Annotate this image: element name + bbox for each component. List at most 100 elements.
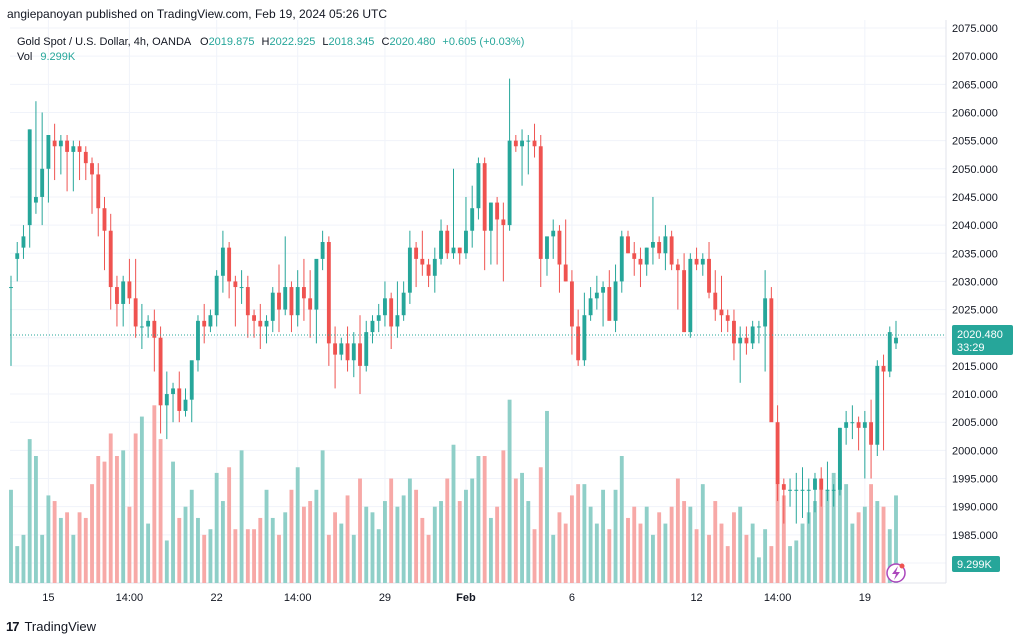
candle-body xyxy=(813,478,817,490)
candle-body xyxy=(301,287,306,299)
candle-body xyxy=(775,422,780,485)
candle-body xyxy=(831,489,836,491)
candle-body xyxy=(208,315,213,327)
candle-body xyxy=(358,343,362,366)
volume-bar xyxy=(800,523,805,583)
volume-bar xyxy=(582,484,587,583)
volume-bar xyxy=(9,489,13,583)
volume-bar xyxy=(208,529,213,583)
volume-bar xyxy=(152,405,157,583)
volume-bar xyxy=(432,506,437,583)
volume-bar xyxy=(482,456,487,583)
y-tick-label: 2035.000 xyxy=(952,248,998,260)
volume-bar xyxy=(326,534,331,583)
volume-bar xyxy=(65,512,70,583)
candle-body xyxy=(856,422,861,428)
candle-body xyxy=(295,287,300,316)
volume-bar xyxy=(513,478,518,583)
candle-body xyxy=(619,236,624,282)
tradingview-logo-icon: 17 xyxy=(6,619,20,634)
volume-bar xyxy=(738,506,743,583)
candle-body xyxy=(252,315,256,321)
volume-bar xyxy=(214,472,219,583)
volume-bar xyxy=(819,489,824,583)
volume-bar xyxy=(875,501,880,583)
candle-body xyxy=(139,326,144,328)
volume-bar xyxy=(364,506,369,583)
volume-tag: 9.299K xyxy=(952,556,1000,572)
candle-body xyxy=(682,270,687,333)
x-tick-label: 22 xyxy=(211,592,223,604)
volume-bar xyxy=(264,489,269,583)
volume-bar xyxy=(457,501,462,583)
candle-body xyxy=(376,315,381,321)
candle-body xyxy=(171,388,175,395)
candle-body xyxy=(638,258,643,265)
volume-bar xyxy=(139,416,144,583)
candle-body xyxy=(65,140,70,152)
y-tick-label: 2005.000 xyxy=(952,417,998,429)
volume-bar xyxy=(806,512,811,583)
volume-bar xyxy=(850,523,855,583)
volume-bar xyxy=(227,467,232,583)
volume-bar xyxy=(407,478,412,583)
volume-bar xyxy=(601,489,606,583)
volume-bar xyxy=(545,410,549,583)
volume-bar xyxy=(308,501,313,583)
x-tick-label: 14:00 xyxy=(116,592,144,604)
volume-bar xyxy=(345,495,350,583)
candle-body xyxy=(370,320,375,333)
volume-bar xyxy=(569,495,574,583)
price-tag-countdown: 33:29 xyxy=(957,342,985,354)
volume-bar xyxy=(439,501,443,583)
candle-body xyxy=(482,163,487,231)
candle-body xyxy=(707,258,711,293)
candle-body xyxy=(320,242,325,259)
candle-body xyxy=(569,281,574,327)
candle-body xyxy=(894,337,898,344)
candle-body xyxy=(202,320,207,327)
candle-body xyxy=(15,253,20,259)
candle-body xyxy=(27,129,32,226)
footer-brand[interactable]: 17 TradingView xyxy=(6,619,96,634)
candle-body xyxy=(83,151,88,164)
volume-bar xyxy=(164,540,169,583)
volume-bar xyxy=(383,501,387,583)
volume-bar xyxy=(520,472,524,583)
candle-body xyxy=(713,292,718,310)
volume-bar xyxy=(376,529,381,583)
candle-body xyxy=(345,343,350,361)
candle-body xyxy=(233,281,238,288)
volume-bar xyxy=(115,456,119,583)
candle-body xyxy=(781,484,786,490)
candle-body xyxy=(445,230,450,254)
volume-bar xyxy=(794,540,799,583)
candle-body xyxy=(663,236,668,254)
candle-body xyxy=(220,247,225,276)
volume-bar xyxy=(744,534,749,583)
volume-bar xyxy=(252,529,256,583)
candle-body xyxy=(464,230,468,254)
volume-bar xyxy=(769,546,774,583)
y-tick-label: 2015.000 xyxy=(952,361,998,373)
y-tick-label: 2065.000 xyxy=(952,79,998,91)
candle-body xyxy=(601,287,606,293)
volume-bar xyxy=(108,433,113,583)
candle-body xyxy=(71,146,76,152)
volume-bar xyxy=(420,517,425,583)
volume-bar xyxy=(844,484,849,583)
y-tick-label: 2075.000 xyxy=(952,23,998,35)
volume-bar xyxy=(301,506,306,583)
volume-bar xyxy=(239,450,244,583)
candle-body xyxy=(407,247,412,293)
candle-body xyxy=(270,292,275,321)
candle-body xyxy=(115,287,119,304)
volume-bar xyxy=(146,523,151,583)
time-axis[interactable]: 15 14:00 22 14:00 29 Feb 6 12 14:00 19 xyxy=(42,592,871,604)
lightning-icon[interactable] xyxy=(886,563,906,583)
volume-bar xyxy=(233,529,238,583)
volume-bar xyxy=(295,467,300,583)
price-axis[interactable]: 2075.000 2070.000 2065.000 2060.000 2055.000… xyxy=(945,20,998,583)
volume-bar xyxy=(102,461,107,583)
